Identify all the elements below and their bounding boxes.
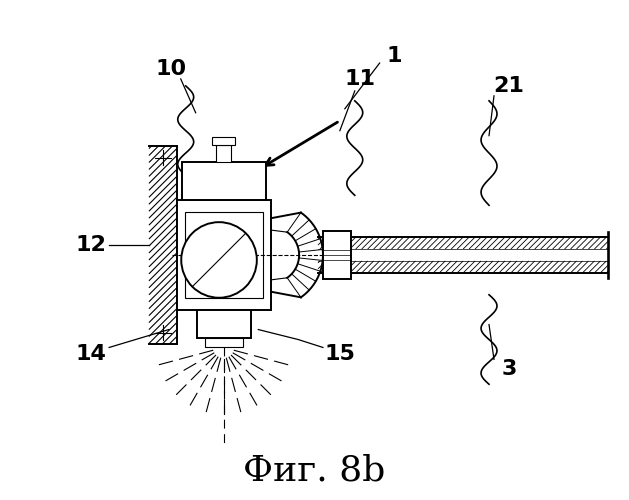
Text: 1: 1	[387, 46, 403, 66]
Text: 12: 12	[76, 235, 107, 255]
Text: 10: 10	[155, 59, 186, 79]
Circle shape	[181, 222, 257, 298]
Bar	[211, 136, 235, 144]
Text: 21: 21	[494, 76, 525, 96]
Bar	[182, 162, 266, 200]
Text: 14: 14	[76, 344, 107, 364]
Bar	[185, 212, 264, 298]
Text: Фиг. 8b: Фиг. 8b	[243, 454, 385, 488]
Bar	[216, 144, 231, 162]
Text: 15: 15	[325, 344, 355, 364]
Bar	[323, 231, 351, 279]
Bar	[197, 310, 252, 338]
Bar	[177, 200, 271, 310]
Bar	[204, 338, 243, 347]
Text: 3: 3	[501, 360, 516, 380]
Text: 11: 11	[344, 69, 376, 89]
